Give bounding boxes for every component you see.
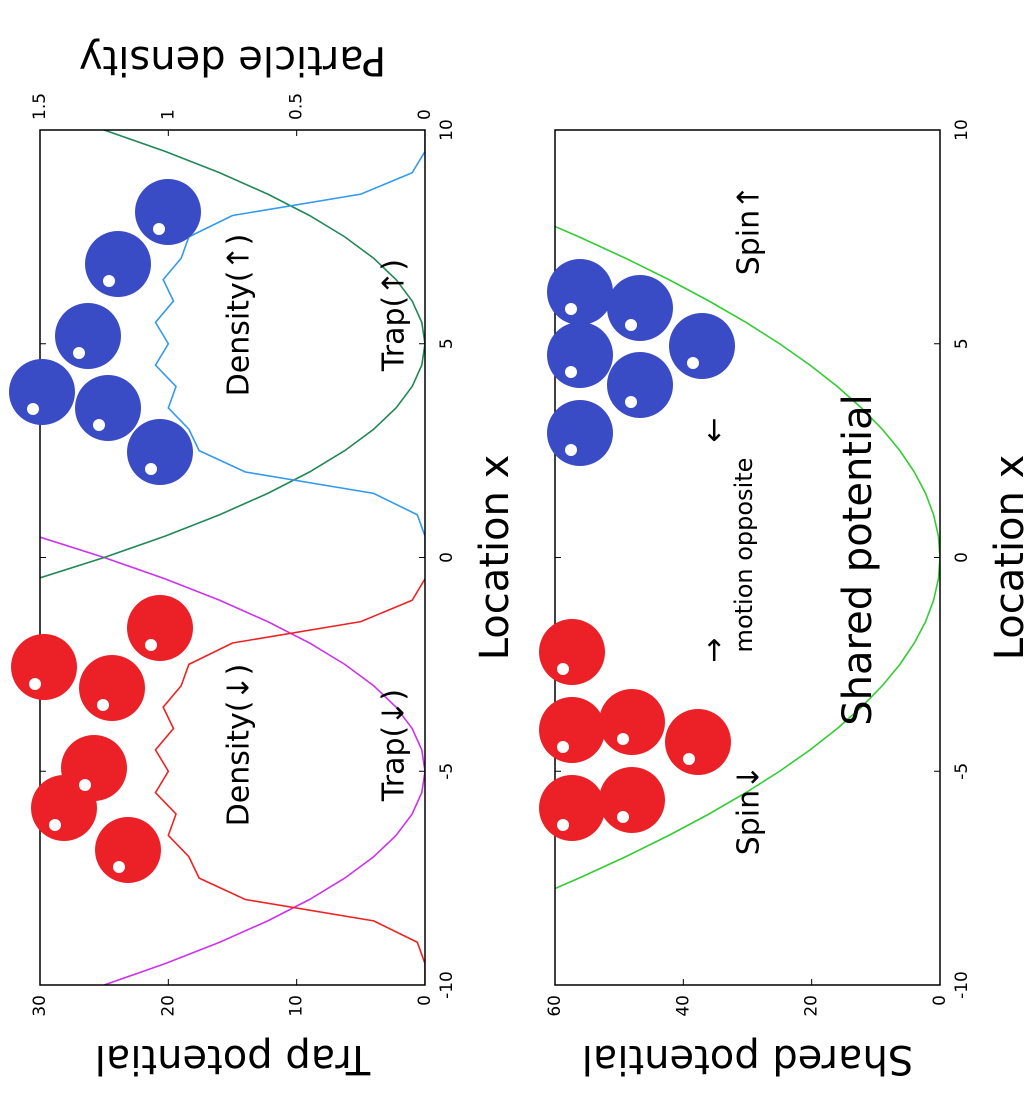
series-label: Trap(↓): [377, 689, 412, 802]
annotation: ←: [697, 417, 732, 442]
chart-panel: -10 -5 0 5 10 0 20 40 60 Location x Shared potenti…: [529, 119, 1030, 1082]
annotation: Spin↑: [732, 185, 767, 276]
y-tick-label: 10: [287, 995, 307, 1017]
y-tick-label: 0: [415, 995, 435, 1006]
y2-tick-label: 1: [158, 109, 178, 120]
series-label: Density(↓): [222, 664, 257, 827]
particle-highlights: [27, 223, 699, 873]
x-tick-label: -5: [952, 763, 972, 780]
y-tick-label: 60: [545, 995, 565, 1017]
annotation: →: [697, 637, 732, 662]
x-tick-label: -10: [437, 971, 457, 999]
y-tick-label: 30: [30, 995, 50, 1017]
panel-title: Shared potential: [835, 394, 881, 725]
x-axis-label: Location x: [472, 455, 518, 661]
x-tick-label: -5: [437, 763, 457, 780]
y2-axis-label: Particle density: [79, 37, 386, 83]
y-tick-label: 40: [673, 995, 693, 1017]
x-tick-label: 5: [437, 338, 457, 349]
annotation: motion opposite: [730, 458, 758, 653]
x-tick-label: 0: [437, 552, 457, 563]
series-label: Density(↑): [222, 234, 257, 397]
x-axis-label: Location x: [987, 455, 1030, 661]
spin-up-particles: [9, 179, 735, 485]
y2-tick-label: 0: [415, 109, 435, 120]
series-label: Trap(↑): [377, 259, 412, 372]
x-tick-label: 5: [952, 338, 972, 349]
y-tick-label: 0: [930, 995, 950, 1006]
x-tick-label: 10: [437, 119, 457, 141]
y2-tick-label: 0.5: [287, 93, 307, 120]
page: {"chart_data": [ {"type": "line", "xlabe…: [0, 0, 1030, 1094]
y-tick-label: 20: [158, 995, 178, 1017]
y-tick-label: 20: [802, 995, 822, 1017]
x-tick-label: 0: [952, 552, 972, 563]
figure: -10-50510010203000.511.5Location xTrap p…: [0, 0, 1030, 1094]
y2-tick-label: 1.5: [30, 93, 50, 120]
x-tick-label: 10: [952, 119, 972, 141]
y-axis-label: Trap potential: [95, 1036, 372, 1082]
x-tick-label: -10: [952, 971, 972, 999]
y-axis-label: Shared potential: [582, 1036, 913, 1082]
annotation: Spin↓: [732, 765, 767, 856]
particles: [9, 179, 735, 883]
